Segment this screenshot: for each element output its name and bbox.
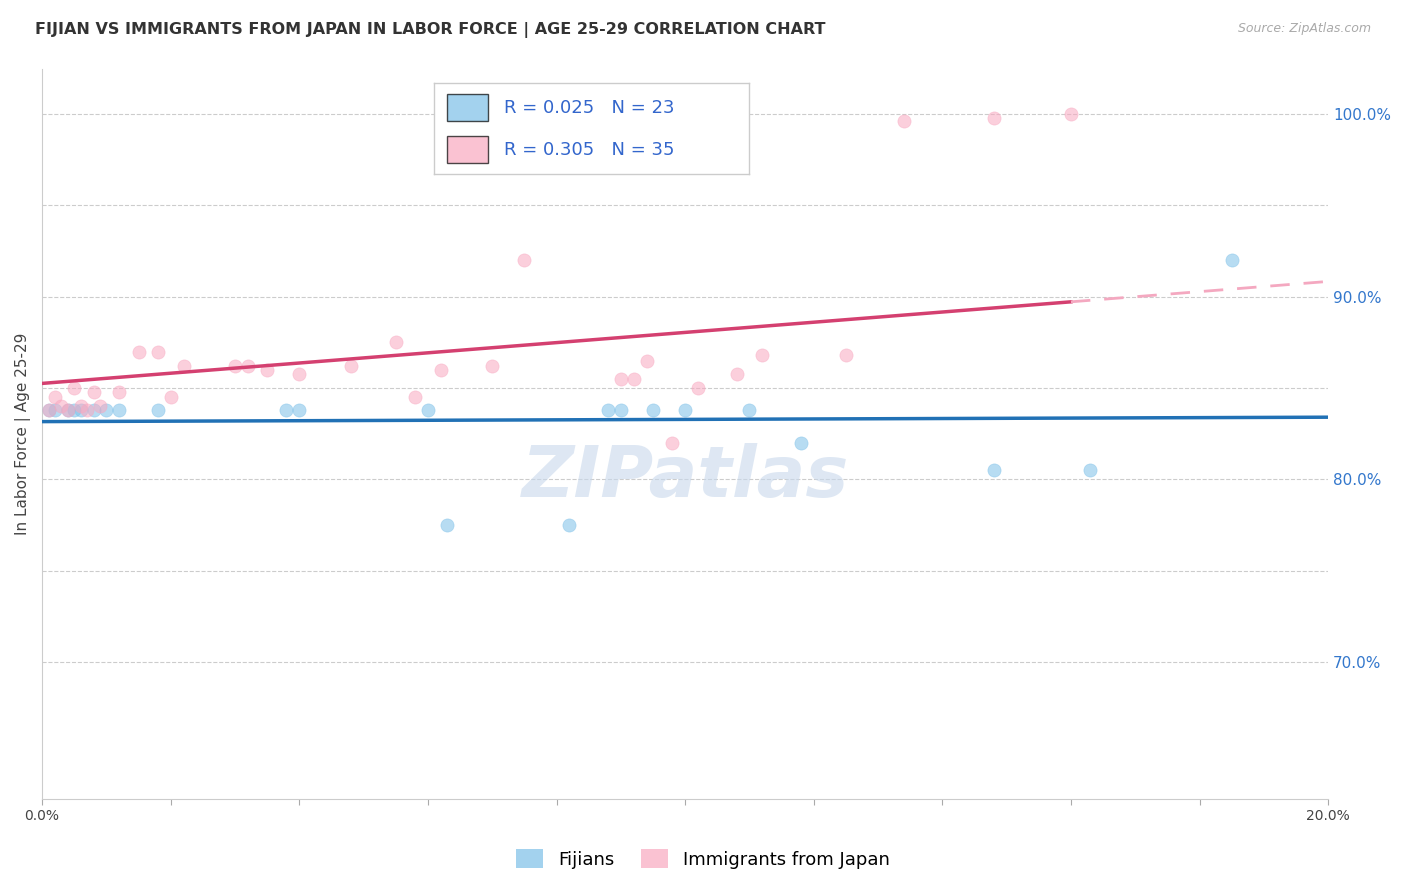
Point: [288, 403, 311, 417]
Point: [44, 403, 66, 417]
Point: [38, 403, 60, 417]
Point: [56, 403, 79, 417]
Point: [673, 403, 696, 417]
Y-axis label: In Labor Force | Age 25-29: In Labor Force | Age 25-29: [15, 333, 31, 535]
Point: [983, 463, 1005, 477]
Point: [339, 359, 361, 374]
Point: [1220, 253, 1243, 268]
Point: [661, 436, 683, 450]
Point: [83, 384, 105, 399]
Point: [893, 114, 915, 128]
Point: [288, 367, 311, 381]
Point: [63, 403, 86, 417]
Point: [429, 363, 451, 377]
Point: [596, 403, 619, 417]
Point: [686, 381, 709, 395]
Point: [636, 353, 658, 368]
Point: [610, 372, 633, 386]
Point: [56, 403, 79, 417]
Legend: Fijians, Immigrants from Japan: Fijians, Immigrants from Japan: [509, 842, 897, 876]
Point: [983, 111, 1005, 125]
Point: [835, 348, 858, 362]
Point: [404, 390, 426, 404]
Point: [44, 390, 66, 404]
Point: [69, 403, 91, 417]
Point: [790, 436, 813, 450]
Point: [128, 344, 150, 359]
Point: [146, 403, 169, 417]
Point: [76, 403, 98, 417]
Point: [173, 359, 195, 374]
Point: [1060, 107, 1083, 121]
Point: [83, 403, 105, 417]
Text: Source: ZipAtlas.com: Source: ZipAtlas.com: [1237, 22, 1371, 36]
Point: [224, 359, 246, 374]
Point: [384, 335, 406, 350]
Point: [256, 363, 278, 377]
Point: [558, 518, 581, 533]
Text: ZIPatlas: ZIPatlas: [522, 443, 849, 512]
Point: [513, 253, 536, 268]
Point: [481, 359, 503, 374]
Point: [416, 403, 439, 417]
Point: [725, 367, 748, 381]
Point: [623, 372, 645, 386]
Point: [69, 400, 91, 414]
Text: FIJIAN VS IMMIGRANTS FROM JAPAN IN LABOR FORCE | AGE 25-29 CORRELATION CHART: FIJIAN VS IMMIGRANTS FROM JAPAN IN LABOR…: [35, 22, 825, 38]
Point: [610, 403, 633, 417]
Point: [276, 403, 298, 417]
Point: [51, 400, 73, 414]
Point: [159, 390, 181, 404]
Point: [1078, 463, 1101, 477]
Point: [89, 400, 111, 414]
Point: [108, 403, 131, 417]
Point: [751, 348, 773, 362]
Point: [641, 403, 664, 417]
Point: [38, 403, 60, 417]
Point: [96, 403, 118, 417]
Point: [63, 381, 86, 395]
Point: [738, 403, 761, 417]
Point: [146, 344, 169, 359]
Point: [436, 518, 458, 533]
Point: [108, 384, 131, 399]
Point: [236, 359, 259, 374]
